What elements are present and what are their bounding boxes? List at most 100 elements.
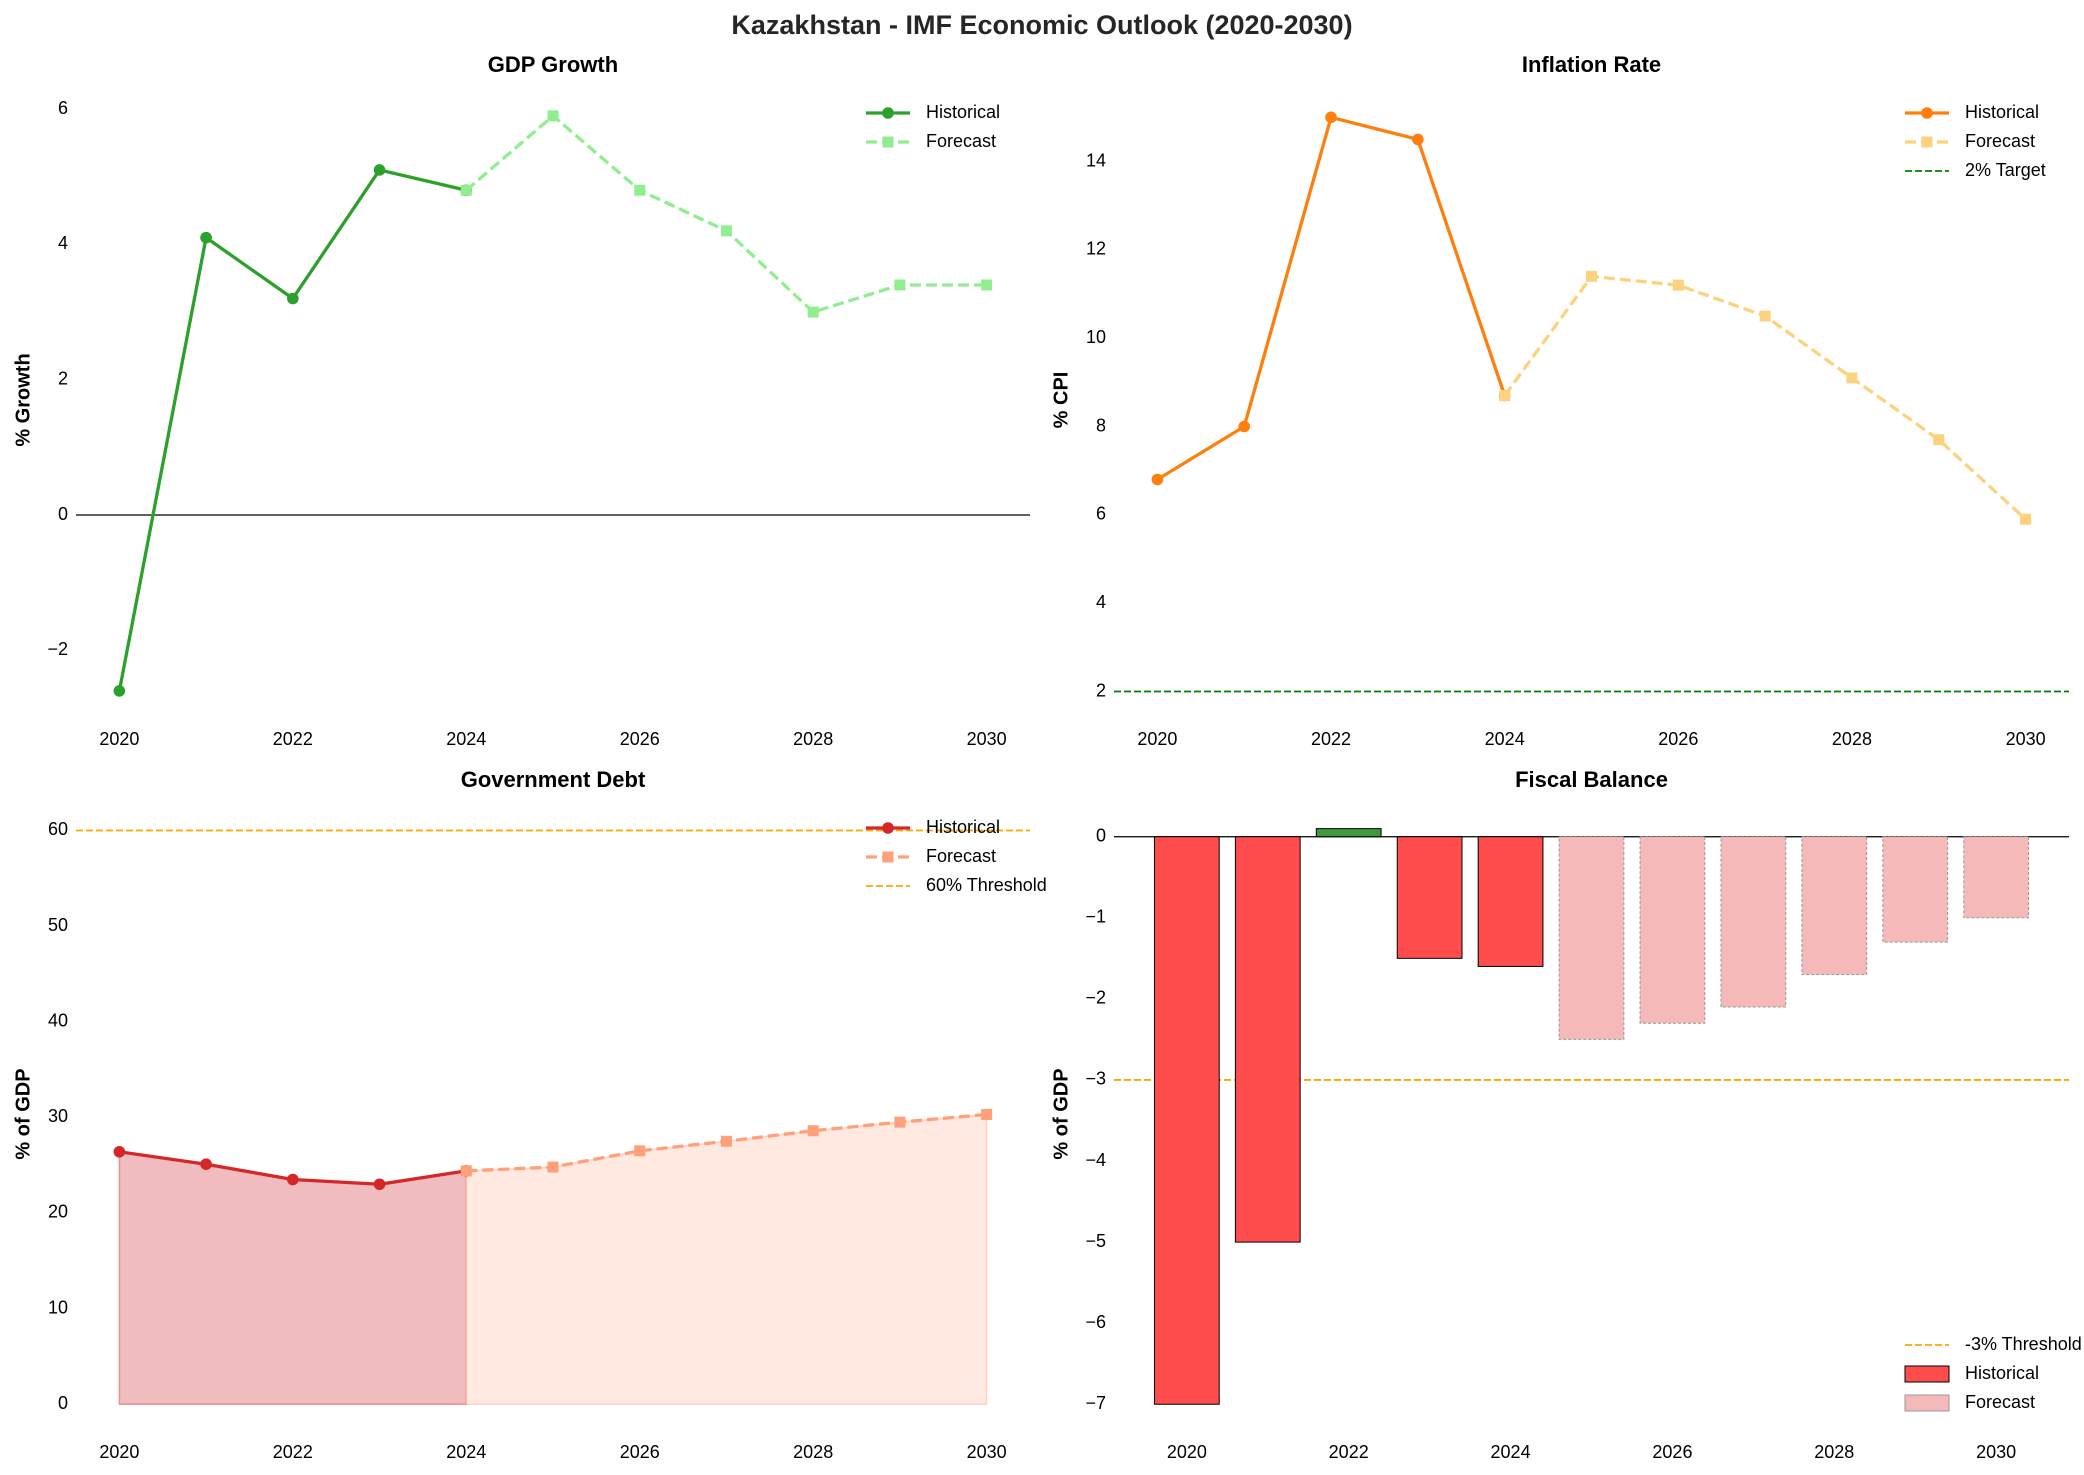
x-tick-label: 2022 (1329, 1442, 1369, 1462)
marker (1846, 372, 1858, 384)
marker (373, 1178, 386, 1191)
y-tick-label: 60 (48, 819, 68, 839)
area (118, 1150, 468, 1405)
marker (1151, 473, 1164, 486)
line (117, 168, 467, 692)
y-tick-label: 14 (1086, 150, 1106, 170)
legend: Historical Forecast (866, 102, 1000, 151)
marker (460, 184, 472, 196)
x-tick-label: 2024 (1491, 1442, 1531, 1462)
y-tick-label: −7 (1085, 1393, 1106, 1413)
x-tick-label: 2028 (1832, 729, 1872, 749)
line (465, 114, 987, 314)
panel-title: GDP Growth (488, 52, 618, 77)
y-tick-label: 2 (58, 368, 68, 388)
legend-marker (1921, 136, 1933, 148)
legend-label: Historical (926, 102, 1000, 122)
marker (460, 1165, 472, 1177)
legend: -3% Threshold Historical Forecast (1904, 1334, 2082, 1412)
marker (113, 1145, 126, 1158)
y-axis-label: % CPI (1050, 372, 1072, 429)
legend-swatch (1904, 1394, 1950, 1412)
legend-label: -3% Threshold (1965, 1334, 2082, 1354)
area (465, 1113, 988, 1405)
y-tick-label: 10 (1086, 327, 1106, 347)
x-tick-label: 2020 (99, 1442, 139, 1462)
x-tick-label: 2030 (1976, 1442, 2016, 1462)
y-tick-label: 30 (48, 1106, 68, 1126)
y-tick-label: 0 (58, 504, 68, 524)
x-tick-label: 2022 (273, 729, 313, 749)
y-tick-label: −1 (1085, 907, 1106, 927)
x-tick-label: 2020 (1137, 729, 1177, 749)
panel-title: Government Debt (461, 767, 646, 792)
panel-title: Fiscal Balance (1515, 767, 1668, 792)
x-tick-label: 2030 (967, 729, 1007, 749)
legend-label: 2% Target (1965, 160, 2046, 180)
panel-title: Inflation Rate (1522, 52, 1661, 77)
marker (287, 292, 299, 305)
y-axis-label: % Growth (12, 353, 34, 446)
y-axis-label: % of GDP (1050, 1068, 1072, 1159)
legend-marker (882, 136, 894, 148)
legend-label: Forecast (926, 131, 996, 151)
x-tick-label: 2026 (1652, 1442, 1692, 1462)
y-tick-label: −4 (1085, 1150, 1106, 1170)
marker (807, 306, 819, 318)
x-tick-label: 2022 (273, 1442, 313, 1462)
x-tick-label: 2026 (1658, 729, 1698, 749)
panel: GDP Growth % Growth −2 0 2 4 6 2020 2022 2024 2026… (12, 52, 1030, 749)
bar (1234, 836, 1301, 1243)
panel: Inflation Rate % CPI 2 4 6 8 10 12 14 2020 2022 202… (1050, 52, 2069, 749)
x-tick-label: 2024 (446, 729, 486, 749)
y-tick-label: 0 (58, 1393, 68, 1413)
y-tick-label: 2 (1096, 680, 1106, 700)
y-tick-label: 40 (48, 1010, 68, 1030)
marker (1759, 310, 1771, 322)
legend-marker (1921, 107, 1933, 119)
marker (373, 164, 386, 176)
legend-label: Forecast (1965, 1392, 2035, 1412)
bar (1882, 836, 1949, 943)
x-tick-label: 2022 (1311, 729, 1351, 749)
marker (547, 1161, 559, 1173)
marker (200, 1158, 212, 1171)
y-tick-label: 0 (1096, 825, 1106, 845)
panel: Fiscal Balance % of GDP −7 −6 −5 −4 −3 −2 −1 0 202… (1050, 767, 2081, 1462)
line (1156, 115, 1507, 481)
marker (2020, 513, 2032, 525)
x-tick-label: 2024 (1485, 729, 1525, 749)
legend: Historical Forecast 60% Threshold (866, 817, 1047, 895)
y-tick-label: 4 (1096, 592, 1106, 612)
bar (1396, 836, 1463, 959)
y-tick-label: 10 (48, 1297, 68, 1317)
y-tick-label: −2 (47, 639, 68, 659)
marker (1412, 133, 1424, 146)
marker (807, 1125, 819, 1137)
marker (1672, 279, 1684, 291)
legend-label: 60% Threshold (926, 875, 1047, 895)
marker (1325, 111, 1337, 124)
legend: Historical Forecast 2% Target (1905, 102, 2046, 180)
main-title: Kazakhstan - IMF Economic Outlook (2020-… (731, 10, 1352, 40)
legend-label: Historical (1965, 102, 2039, 122)
legend-label: Forecast (926, 846, 996, 866)
bar (1720, 836, 1787, 1008)
x-tick-label: 2030 (967, 1442, 1007, 1462)
x-tick-label: 2028 (1814, 1442, 1854, 1462)
bar (1477, 836, 1544, 967)
bar (1315, 828, 1382, 838)
y-tick-label: −2 (1085, 988, 1106, 1008)
y-tick-label: 50 (48, 915, 68, 935)
legend-swatch (1904, 1365, 1950, 1383)
marker (981, 1108, 993, 1120)
legend-marker (882, 107, 894, 119)
marker (634, 184, 646, 196)
marker (113, 685, 126, 697)
y-tick-label: 6 (1096, 504, 1106, 524)
marker (1586, 270, 1597, 282)
y-axis-label: % of GDP (12, 1068, 34, 1159)
bar (1639, 836, 1706, 1024)
